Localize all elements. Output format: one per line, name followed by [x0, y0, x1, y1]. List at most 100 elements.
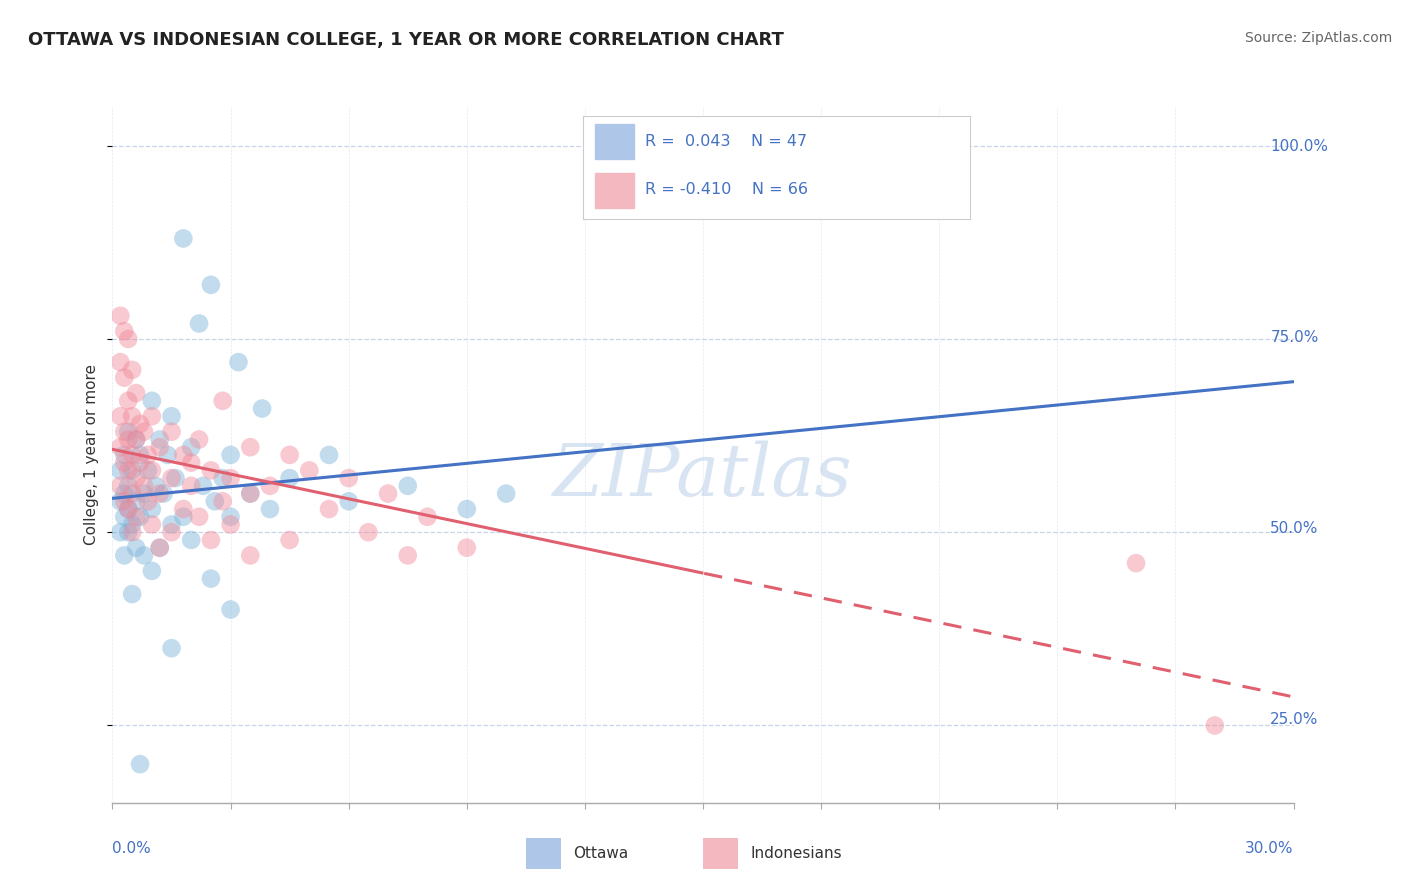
Point	[186, 428, 209, 442]
Y-axis label: College, 1 year or more: College, 1 year or more	[84, 360, 100, 541]
Point	[186, 489, 209, 503]
Point	[274, 443, 297, 458]
Point	[328, 527, 350, 541]
Text: Indonesians: Indonesians	[751, 847, 842, 861]
Point	[291, 482, 314, 496]
Point	[197, 458, 219, 473]
Point	[172, 474, 194, 488]
Point	[208, 535, 231, 549]
Text: OTTAWA VS INDONESIAN COLLEGE, 1 YEAR OR MORE CORRELATION CHART: OTTAWA VS INDONESIAN COLLEGE, 1 YEAR OR …	[28, 31, 785, 49]
Point	[194, 474, 217, 488]
Point	[492, 497, 515, 511]
Point	[215, 443, 238, 458]
Point	[179, 428, 201, 442]
Point	[179, 474, 201, 488]
Point	[172, 458, 194, 473]
Point	[256, 566, 278, 580]
Point	[274, 512, 297, 526]
Point	[256, 276, 278, 290]
Point	[201, 405, 224, 419]
Point	[346, 458, 368, 473]
Point	[527, 482, 550, 496]
Text: Ottawa: Ottawa	[574, 847, 628, 861]
Point	[382, 467, 405, 481]
Point	[201, 558, 224, 572]
Point	[172, 405, 194, 419]
Point	[364, 497, 387, 511]
Point	[437, 542, 460, 557]
Point	[256, 458, 278, 473]
Bar	[703, 838, 738, 869]
Point	[456, 504, 478, 518]
Point	[186, 467, 209, 481]
Point	[274, 504, 297, 518]
Point	[179, 420, 201, 434]
Point	[247, 474, 270, 488]
Point	[208, 535, 231, 549]
Text: ZIPatlas: ZIPatlas	[571, 436, 870, 507]
Point	[190, 413, 212, 427]
Point	[212, 482, 235, 496]
Point	[186, 428, 209, 442]
Point	[1181, 710, 1204, 724]
Point	[245, 428, 267, 442]
Point	[222, 467, 245, 481]
Point	[190, 451, 212, 466]
Bar	[526, 838, 561, 869]
Point	[194, 482, 217, 496]
Point	[309, 497, 332, 511]
Point	[183, 520, 205, 534]
Point	[1109, 550, 1132, 565]
Point	[231, 229, 253, 244]
Point	[274, 596, 297, 610]
Point	[281, 351, 304, 366]
Point	[238, 435, 260, 450]
Point	[179, 329, 201, 343]
Point	[219, 420, 242, 434]
Point	[259, 489, 281, 503]
Point	[176, 504, 198, 518]
Point	[208, 428, 231, 442]
Text: 30.0%: 30.0%	[1218, 832, 1265, 847]
Point	[231, 497, 253, 511]
Point	[186, 383, 209, 397]
Point	[194, 542, 217, 557]
Point	[231, 443, 253, 458]
Text: R = -0.410    N = 66: R = -0.410 N = 66	[645, 182, 808, 197]
Point	[172, 435, 194, 450]
Point	[190, 504, 212, 518]
Point	[183, 458, 205, 473]
Point	[176, 321, 198, 335]
Point	[183, 405, 205, 419]
Point	[183, 482, 205, 496]
Point	[328, 467, 350, 481]
Point	[309, 474, 332, 488]
Point	[176, 489, 198, 503]
Point	[266, 390, 288, 404]
Point	[238, 451, 260, 466]
Point	[183, 443, 205, 458]
Point	[328, 443, 350, 458]
Point	[190, 748, 212, 763]
Point	[201, 390, 224, 404]
Point	[179, 497, 201, 511]
Point	[208, 482, 231, 496]
Point	[291, 482, 314, 496]
Point	[176, 482, 198, 496]
Text: R =  0.043    N = 47: R = 0.043 N = 47	[645, 134, 807, 149]
Point	[190, 443, 212, 458]
Point	[172, 306, 194, 320]
Point	[176, 367, 198, 381]
Point	[266, 489, 288, 503]
Point	[266, 467, 288, 481]
Point	[179, 520, 201, 534]
Point	[183, 512, 205, 526]
Point	[176, 420, 198, 434]
Point	[201, 497, 224, 511]
Text: Source: ZipAtlas.com: Source: ZipAtlas.com	[1244, 31, 1392, 45]
Point	[179, 458, 201, 473]
Point	[231, 504, 253, 518]
Bar	[595, 173, 634, 208]
Point	[382, 489, 405, 503]
Point	[201, 512, 224, 526]
